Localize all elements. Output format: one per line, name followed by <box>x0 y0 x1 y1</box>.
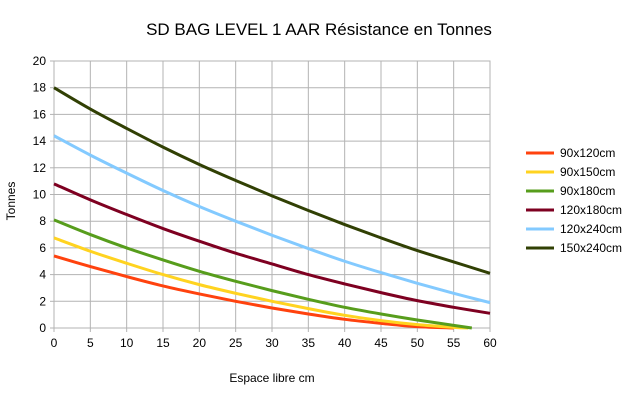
x-tick-label: 0 <box>51 336 58 350</box>
series-line-90x150cm <box>53 236 469 330</box>
x-tick-label: 10 <box>120 336 134 350</box>
x-tick-label: 50 <box>411 336 425 350</box>
legend-label: 120x240cm <box>560 222 622 236</box>
x-tick-label: 20 <box>193 336 207 350</box>
series-lines <box>53 86 491 330</box>
x-tick-label: 60 <box>483 336 497 350</box>
series-line-90x120cm <box>53 254 454 330</box>
y-axis-label: Tonnes <box>4 182 18 221</box>
x-tick-label: 30 <box>265 336 279 350</box>
legend-label: 90x180cm <box>560 184 615 198</box>
y-tick-label: 2 <box>39 294 46 308</box>
series-line-120x180cm <box>53 182 491 315</box>
x-tick-label: 40 <box>338 336 352 350</box>
y-tick-label: 10 <box>33 188 47 202</box>
y-tick-label: 6 <box>39 241 46 255</box>
y-tick-label: 12 <box>33 161 47 175</box>
plot-area-border <box>53 60 491 329</box>
legend-label: 90x150cm <box>560 165 615 179</box>
x-tick-label: 45 <box>374 336 388 350</box>
x-axis-label: Espace libre cm <box>229 371 314 385</box>
legend-label: 150x240cm <box>560 241 622 255</box>
legend: 90x120cm 90x150cm 90x180cm 120x180cm 120x240… <box>526 146 622 255</box>
x-tick-label: 25 <box>229 336 243 350</box>
y-tick-label: 18 <box>33 81 47 95</box>
x-tick-label: 55 <box>447 336 461 350</box>
y-tick-label: 16 <box>33 107 47 121</box>
legend-label: 120x180cm <box>560 203 622 217</box>
chart-title: SD BAG LEVEL 1 AAR Résistance en Tonnes <box>146 20 492 39</box>
y-tick-label: 8 <box>39 214 46 228</box>
x-tick-label: 5 <box>87 336 94 350</box>
series-line-120x240cm <box>53 134 491 305</box>
tick-labels: 0 2 4 6 8 10 12 14 16 18 20 0 5 10 15 20 25 30 35 40 45 50 55 6… <box>33 54 497 350</box>
legend-label: 90x120cm <box>560 146 615 160</box>
y-tick-label: 14 <box>33 134 47 148</box>
y-tick-label: 20 <box>33 54 47 68</box>
x-tick-label: 15 <box>156 336 170 350</box>
series-line-150x240cm <box>53 86 491 275</box>
x-tick-label: 35 <box>302 336 316 350</box>
axes <box>50 60 491 332</box>
y-tick-label: 0 <box>39 321 46 335</box>
series-line-90x180cm <box>53 218 473 330</box>
y-tick-label: 4 <box>39 268 46 282</box>
